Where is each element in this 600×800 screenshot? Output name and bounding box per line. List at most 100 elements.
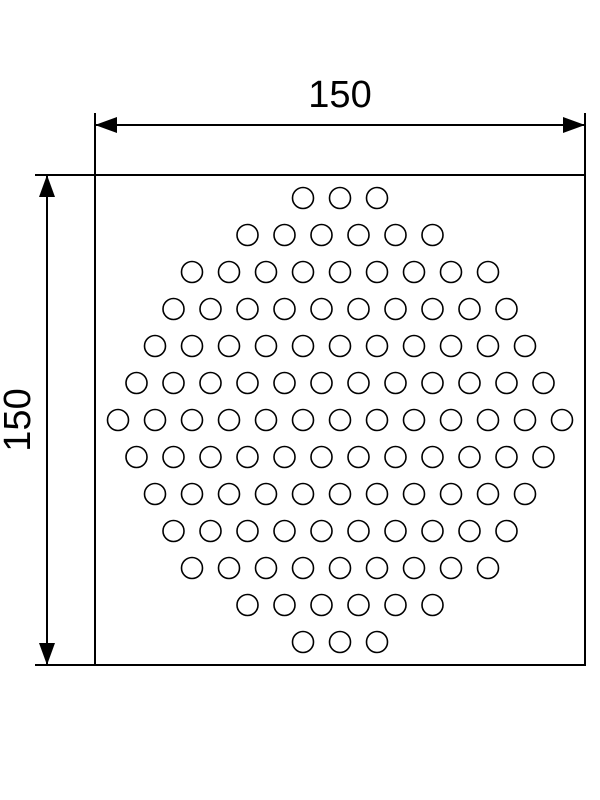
hole: [422, 595, 443, 616]
hole: [330, 188, 351, 209]
hole: [385, 521, 406, 542]
drawing-svg: 150150: [0, 0, 600, 800]
hole: [478, 484, 499, 505]
hole: [182, 484, 203, 505]
hole: [496, 521, 517, 542]
hole: [367, 558, 388, 579]
hole: [404, 558, 425, 579]
hole: [533, 373, 554, 394]
hole: [237, 225, 258, 246]
hole: [145, 410, 166, 431]
hole: [237, 595, 258, 616]
hole: [293, 262, 314, 283]
hole: [274, 299, 295, 320]
hole: [200, 521, 221, 542]
hole: [311, 521, 332, 542]
hole: [404, 484, 425, 505]
hole: [330, 336, 351, 357]
hole: [256, 558, 277, 579]
hole: [274, 373, 295, 394]
hole: [385, 225, 406, 246]
hole: [219, 484, 240, 505]
hole: [237, 447, 258, 468]
hole: [422, 521, 443, 542]
hole: [219, 262, 240, 283]
hole: [367, 336, 388, 357]
hole: [478, 262, 499, 283]
hole: [422, 225, 443, 246]
plate-outline: [95, 175, 585, 665]
hole: [552, 410, 573, 431]
hole: [182, 558, 203, 579]
hole: [237, 299, 258, 320]
hole: [293, 336, 314, 357]
hole: [422, 373, 443, 394]
hole: [515, 484, 536, 505]
hole: [274, 447, 295, 468]
hole: [404, 262, 425, 283]
hole: [163, 447, 184, 468]
hole: [163, 299, 184, 320]
hole: [385, 373, 406, 394]
hole: [422, 299, 443, 320]
hole: [293, 188, 314, 209]
hole: [459, 299, 480, 320]
hole: [311, 595, 332, 616]
hole: [182, 410, 203, 431]
hole: [478, 410, 499, 431]
hole: [200, 373, 221, 394]
hole: [404, 336, 425, 357]
width-label: 150: [308, 74, 371, 116]
hole: [274, 521, 295, 542]
hole: [496, 299, 517, 320]
hole: [533, 447, 554, 468]
hole: [126, 447, 147, 468]
hole: [404, 410, 425, 431]
hole: [367, 262, 388, 283]
hole: [311, 373, 332, 394]
hole: [163, 521, 184, 542]
drawing-container: 150150: [0, 0, 600, 800]
hole: [348, 521, 369, 542]
hole: [274, 595, 295, 616]
hole: [441, 558, 462, 579]
dim-arrow: [95, 117, 117, 133]
hole: [200, 299, 221, 320]
hole: [293, 410, 314, 431]
hole: [256, 484, 277, 505]
hole: [311, 225, 332, 246]
hole: [441, 262, 462, 283]
hole: [145, 336, 166, 357]
hole: [330, 484, 351, 505]
hole: [108, 410, 129, 431]
hole: [496, 373, 517, 394]
hole: [367, 188, 388, 209]
hole: [441, 336, 462, 357]
hole: [515, 410, 536, 431]
hole: [459, 373, 480, 394]
hole: [367, 410, 388, 431]
hole: [478, 336, 499, 357]
hole: [200, 447, 221, 468]
hole: [330, 410, 351, 431]
hole: [478, 558, 499, 579]
hole: [145, 484, 166, 505]
hole: [182, 262, 203, 283]
hole: [441, 484, 462, 505]
hole: [348, 595, 369, 616]
hole: [348, 373, 369, 394]
hole: [330, 558, 351, 579]
dim-arrow: [563, 117, 585, 133]
hole: [219, 410, 240, 431]
hole: [274, 225, 295, 246]
hole: [256, 262, 277, 283]
hole: [311, 299, 332, 320]
hole: [256, 410, 277, 431]
hole: [219, 558, 240, 579]
hole: [422, 447, 443, 468]
hole: [459, 447, 480, 468]
hole: [182, 336, 203, 357]
hole: [385, 447, 406, 468]
hole: [330, 632, 351, 653]
hole: [515, 336, 536, 357]
